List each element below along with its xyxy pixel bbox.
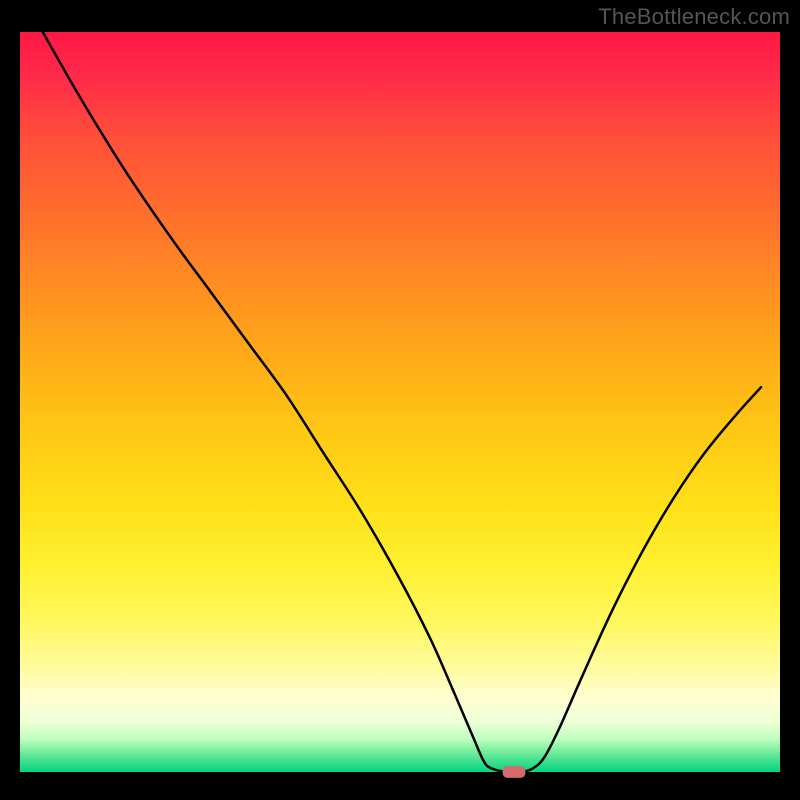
watermark-text: TheBottleneck.com: [598, 4, 790, 30]
bottleneck-chart: TheBottleneck.com: [0, 0, 800, 800]
chart-svg: [0, 0, 800, 800]
chart-background: [20, 32, 780, 772]
optimal-marker: [503, 766, 526, 778]
